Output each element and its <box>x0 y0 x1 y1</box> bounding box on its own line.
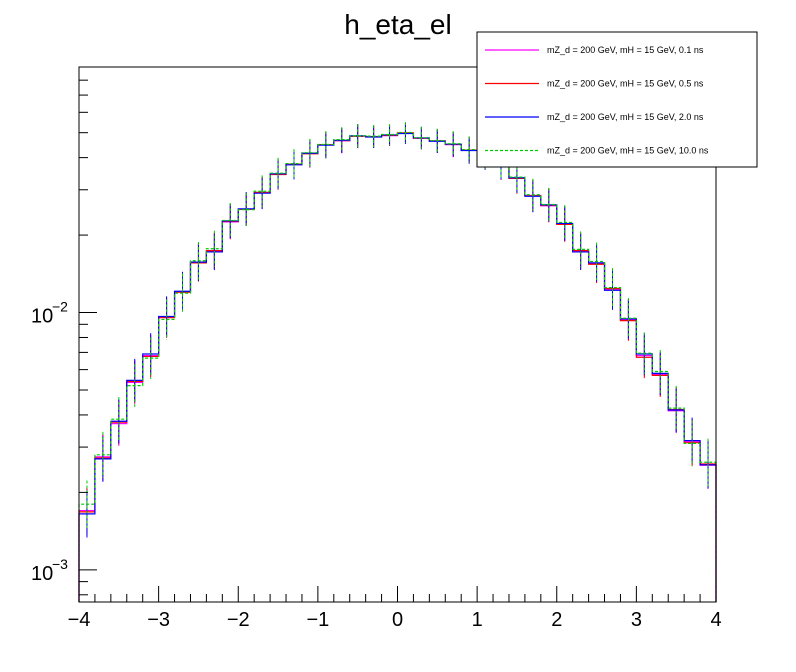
x-tick-label: −1 <box>306 609 329 631</box>
histogram-series-layer <box>78 122 717 602</box>
y-axis: 10−310−2 <box>31 66 97 596</box>
x-tick-label: 0 <box>392 609 403 631</box>
legend-box <box>476 31 758 168</box>
x-tick-label: 3 <box>631 609 642 631</box>
y-tick-label-base: 10 <box>31 563 53 585</box>
legend-entry-0: mZ_d = 200 GeV, mH = 15 GeV, 0.1 ns <box>547 45 704 55</box>
y-tick-label-exponent: −3 <box>52 556 68 572</box>
x-axis: −4 −3 −2 −1 0 1 2 3 4 <box>68 586 722 631</box>
y-tick-label: 10−3 <box>31 556 68 585</box>
x-tick-label: −3 <box>147 609 170 631</box>
y-tick-label: 10−2 <box>31 299 68 328</box>
x-tick-label: −2 <box>227 609 250 631</box>
y-tick-label-exponent: −2 <box>52 299 68 315</box>
x-tick-label: −4 <box>68 609 91 631</box>
series-3-line <box>78 131 717 602</box>
x-tick-label: 2 <box>551 609 562 631</box>
legend-entry-2: mZ_d = 200 GeV, mH = 15 GeV, 2.0 ns <box>547 112 704 122</box>
x-tick-label: 4 <box>710 609 721 631</box>
y-tick-label-base: 10 <box>31 306 53 328</box>
legend: mZ_d = 200 GeV, mH = 15 GeV, 0.1 ns mZ_d … <box>476 31 758 168</box>
legend-entry-1: mZ_d = 200 GeV, mH = 15 GeV, 0.5 ns <box>547 79 704 89</box>
chart-title: h_eta_el <box>344 9 451 40</box>
legend-entry-3: mZ_d = 200 GeV, mH = 15 GeV, 10.0 ns <box>547 146 709 156</box>
x-tick-label: 1 <box>472 609 483 631</box>
